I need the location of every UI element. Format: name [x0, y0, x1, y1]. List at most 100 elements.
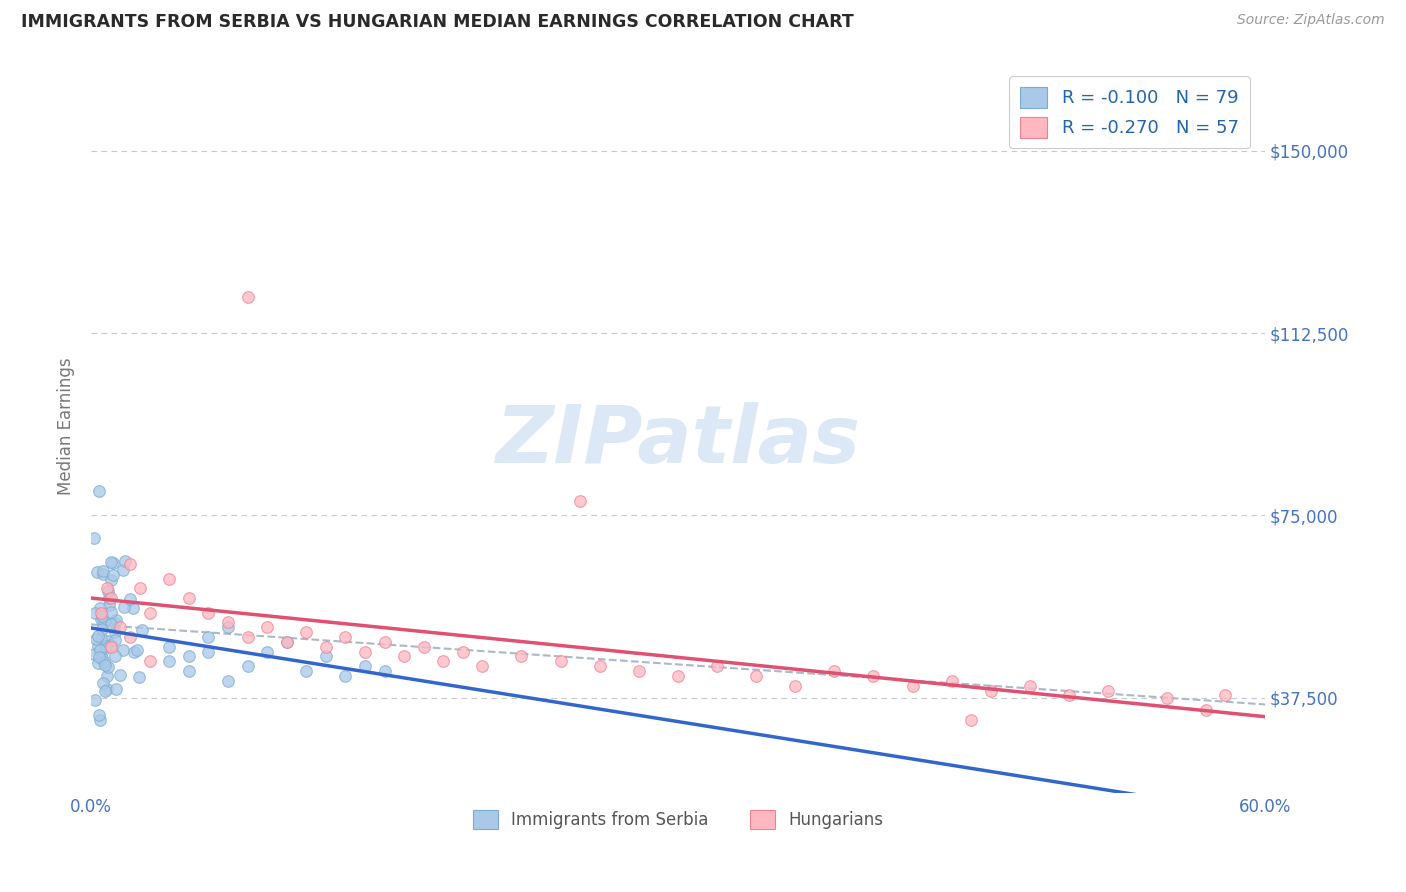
Text: ZIPatlas: ZIPatlas [495, 401, 860, 480]
Point [139, 654, 162, 668]
Point [114, 553, 136, 567]
Text: Source: ZipAtlas.com: Source: ZipAtlas.com [1237, 13, 1385, 28]
Point [91, 608, 114, 623]
Point [588, 659, 610, 673]
Point [93, 655, 115, 669]
Point [111, 643, 134, 657]
Point [217, 615, 239, 630]
Point [104, 648, 127, 663]
Point [980, 683, 1002, 698]
Point [471, 659, 494, 673]
Point [276, 635, 298, 649]
Point [100, 605, 122, 619]
Point [91, 564, 114, 578]
Point [87, 656, 110, 670]
Point [100, 591, 122, 606]
Point [125, 642, 148, 657]
Point [432, 654, 454, 668]
Point [104, 633, 127, 648]
Point [89, 707, 111, 722]
Point [96, 669, 118, 683]
Point [104, 615, 127, 630]
Point [960, 713, 983, 727]
Point [451, 645, 474, 659]
Point [104, 613, 127, 627]
Point [177, 664, 200, 678]
Point [236, 630, 259, 644]
Legend: Immigrants from Serbia, Hungarians: Immigrants from Serbia, Hungarians [465, 803, 890, 836]
Point [124, 645, 146, 659]
Point [392, 649, 415, 664]
Point [94, 639, 117, 653]
Point [120, 557, 142, 571]
Point [177, 649, 200, 664]
Point [84, 606, 107, 620]
Point [100, 640, 122, 654]
Point [89, 600, 111, 615]
Point [315, 649, 337, 664]
Point [121, 601, 143, 615]
Y-axis label: Median Earnings: Median Earnings [58, 358, 75, 495]
Point [91, 622, 114, 636]
Point [1019, 679, 1042, 693]
Point [862, 669, 884, 683]
Point [295, 664, 318, 678]
Point [128, 670, 150, 684]
Point [745, 669, 768, 683]
Point [295, 625, 318, 640]
Point [86, 565, 108, 579]
Point [87, 640, 110, 654]
Point [93, 614, 115, 628]
Point [236, 290, 259, 304]
Point [666, 669, 689, 683]
Point [315, 640, 337, 654]
Point [197, 645, 219, 659]
Point [83, 647, 105, 661]
Point [131, 623, 153, 637]
Point [101, 567, 124, 582]
Point [86, 632, 108, 647]
Point [90, 606, 112, 620]
Point [706, 659, 728, 673]
Point [118, 592, 141, 607]
Point [1097, 683, 1119, 698]
Point [157, 640, 180, 654]
Point [823, 664, 845, 678]
Point [550, 654, 572, 668]
Point [627, 664, 650, 678]
Point [91, 676, 114, 690]
Point [100, 616, 122, 631]
Point [217, 620, 239, 634]
Point [510, 649, 533, 664]
Point [101, 556, 124, 570]
Point [110, 620, 132, 634]
Point [276, 635, 298, 649]
Point [569, 494, 592, 508]
Point [100, 574, 122, 588]
Point [93, 642, 115, 657]
Point [87, 484, 110, 499]
Point [412, 640, 434, 654]
Point [1195, 703, 1218, 717]
Point [256, 645, 278, 659]
Text: IMMIGRANTS FROM SERBIA VS HUNGARIAN MEDIAN EARNINGS CORRELATION CHART: IMMIGRANTS FROM SERBIA VS HUNGARIAN MEDI… [21, 13, 853, 31]
Point [105, 681, 128, 696]
Point [354, 659, 377, 673]
Point [157, 572, 180, 586]
Point [97, 583, 120, 598]
Point [236, 659, 259, 673]
Point [256, 620, 278, 634]
Point [157, 654, 180, 668]
Point [97, 598, 120, 612]
Point [96, 582, 118, 596]
Point [335, 630, 357, 644]
Point [98, 591, 121, 605]
Point [90, 612, 112, 626]
Point [139, 606, 162, 620]
Point [1215, 689, 1237, 703]
Point [104, 625, 127, 640]
Point [335, 669, 357, 683]
Point [97, 659, 120, 673]
Point [87, 629, 110, 643]
Point [96, 634, 118, 648]
